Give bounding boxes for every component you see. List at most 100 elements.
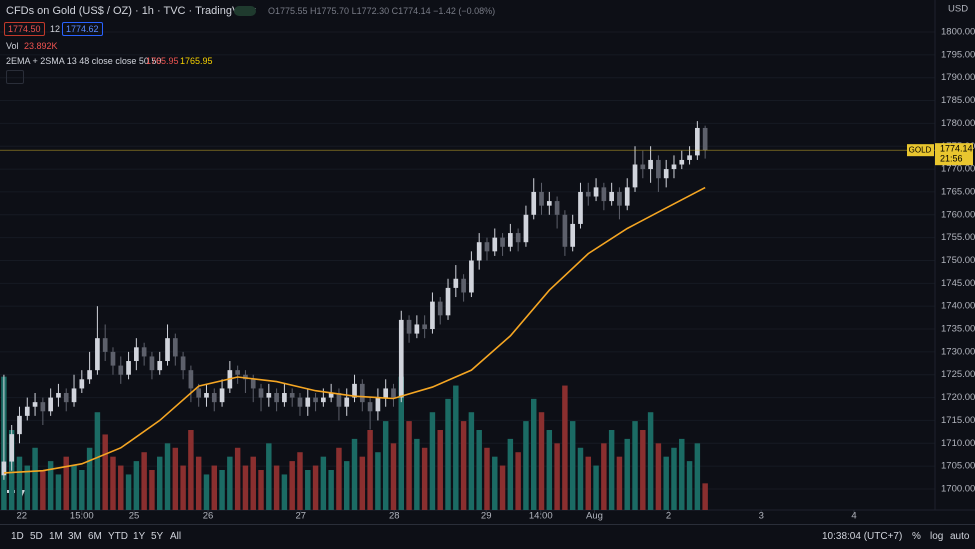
indicator-name[interactable]: 2EMA + 2SMA 13 48 close close 50 50: [6, 56, 162, 66]
candle-body: [134, 347, 139, 362]
candle-body: [437, 301, 443, 316]
volume-bar: [398, 376, 404, 510]
x-tick-label: 27: [295, 511, 306, 522]
volume-bar: [702, 483, 708, 510]
range-button[interactable]: All: [170, 531, 182, 542]
volume-bar: [242, 465, 249, 510]
x-tick-label: 26: [203, 511, 214, 522]
x-tick-label: 3: [759, 511, 764, 522]
volume-bar: [445, 398, 451, 510]
volume-bar: [640, 430, 646, 510]
scale-option[interactable]: auto: [950, 531, 970, 542]
volume-bar: [686, 461, 693, 510]
range-button[interactable]: 5Y: [151, 531, 164, 542]
volume-bar: [523, 421, 529, 510]
candle-body: [500, 237, 505, 247]
range-button[interactable]: 1D: [11, 531, 24, 542]
candle-body: [453, 278, 459, 288]
volume-bar: [289, 461, 295, 510]
candle-body: [422, 324, 427, 330]
market-status[interactable]: [234, 6, 256, 16]
volume-bar: [40, 470, 46, 510]
y-tick-label: 1725.00: [941, 369, 975, 380]
candle-body: [648, 159, 653, 170]
range-button[interactable]: 3M: [68, 531, 82, 542]
candle-body: [87, 370, 92, 380]
candle-body: [95, 338, 100, 371]
volume-bar: [312, 465, 319, 510]
ask-box[interactable]: 1774.62: [62, 22, 103, 36]
candle-body: [656, 159, 661, 179]
volume-bar: [188, 430, 194, 510]
volume-bar: [344, 461, 350, 510]
volume-bar: [227, 456, 233, 510]
scale-option[interactable]: log: [930, 531, 944, 542]
volume-bar: [24, 465, 30, 510]
volume-bar: [671, 447, 677, 510]
volume-bar: [484, 447, 490, 510]
candle-body: [609, 191, 614, 202]
x-tick-label: 28: [389, 511, 400, 522]
range-button[interactable]: 5D: [30, 531, 43, 542]
candle-body: [492, 237, 498, 252]
y-tick-label: 1755.00: [941, 232, 975, 243]
candle-body: [593, 187, 599, 197]
candle-body: [367, 402, 373, 412]
volume-bar: [234, 447, 241, 510]
symbol-title[interactable]: CFDs on Gold (US$ / OZ) · 1h · TVC · Tra…: [6, 5, 256, 17]
collapse-button[interactable]: [6, 70, 24, 84]
candle-body: [282, 393, 287, 403]
candle-body: [562, 214, 568, 247]
volume-bar: [273, 465, 280, 510]
candle-body: [430, 301, 435, 330]
symbol-tag[interactable]: [907, 144, 934, 157]
volume-bar: [258, 470, 264, 510]
volume-bar: [164, 443, 171, 510]
range-button[interactable]: 1M: [49, 531, 63, 542]
bid-box[interactable]: 1774.50: [4, 22, 45, 36]
candle-body: [578, 191, 583, 224]
volume-bar: [375, 452, 381, 510]
grid: [0, 31, 935, 490]
volume-bar: [616, 456, 623, 510]
volume-bar: [679, 438, 685, 510]
range-button[interactable]: 6M: [88, 531, 102, 542]
y-tick-label: 1785.00: [941, 95, 975, 106]
candle-body: [679, 159, 685, 165]
currency-label[interactable]: USD: [948, 4, 968, 15]
y-tick-label: 1705.00: [941, 461, 975, 472]
volume-bar: [390, 443, 397, 510]
candle-body: [266, 393, 272, 398]
x-tick-label: 14:00: [529, 511, 553, 522]
x-tick-label: 15:00: [70, 511, 94, 522]
y-tick-label: 1740.00: [941, 301, 975, 312]
moving-average: [3, 186, 706, 474]
volume-bar: [118, 465, 124, 510]
y-tick-label: 1760.00: [941, 209, 975, 220]
candle-body: [539, 191, 544, 206]
candle-body: [523, 214, 529, 243]
indicator-name[interactable]: Vol: [6, 41, 19, 51]
candle-body: [328, 393, 334, 398]
range-button[interactable]: 1Y: [133, 531, 146, 542]
volume-bar: [694, 443, 701, 510]
symbol-tag-label: GOLD: [909, 145, 932, 154]
volume-bar: [71, 465, 77, 510]
scale-option[interactable]: %: [912, 531, 921, 542]
volume-bar: [172, 447, 179, 510]
candle-body: [601, 187, 607, 202]
y-tick-label: 1710.00: [941, 438, 975, 449]
candle-body: [359, 383, 365, 403]
x-tick-label: 25: [129, 511, 140, 522]
volume-bar: [507, 438, 514, 510]
volume-bar: [663, 456, 669, 510]
candle-body: [461, 278, 466, 293]
candle-body: [546, 201, 552, 206]
candle-body: [515, 233, 521, 243]
volume-bar: [79, 470, 85, 510]
candle-body: [219, 388, 225, 403]
candle-body: [671, 164, 677, 170]
clock[interactable]: 10:38:04 (UTC+7): [822, 531, 903, 542]
range-button[interactable]: YTD: [108, 531, 128, 542]
